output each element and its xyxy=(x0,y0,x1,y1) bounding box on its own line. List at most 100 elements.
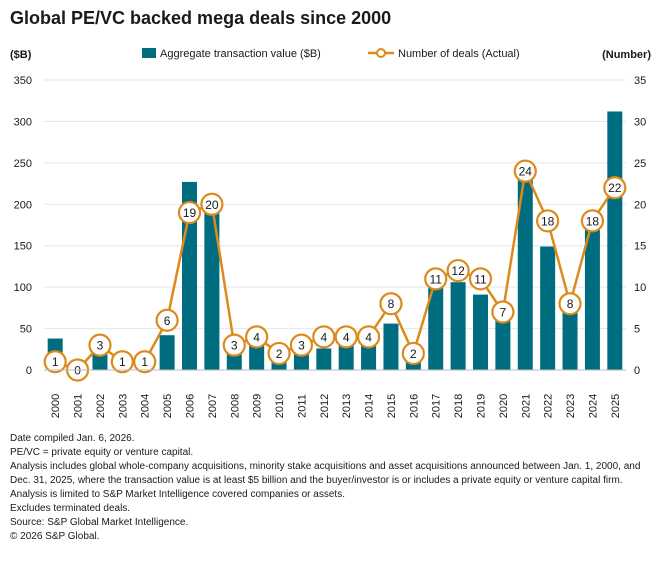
legend-bar-label: Aggregate transaction value ($B) xyxy=(160,48,321,60)
right-tick-label: 30 xyxy=(634,116,646,128)
x-tick-label: 2024 xyxy=(587,394,599,418)
deal-count-marker xyxy=(491,300,515,324)
bars xyxy=(47,111,623,370)
x-tick-label: 2025 xyxy=(610,394,622,418)
bar-2012 xyxy=(316,348,332,370)
chart: 10311619203423444821112117241881822 0501… xyxy=(10,48,651,418)
deal-count-label: 19 xyxy=(183,206,197,220)
note-copyright: © 2026 S&P Global. xyxy=(10,531,100,542)
bar-2021 xyxy=(517,168,533,370)
bar-2018 xyxy=(450,282,466,370)
note-analysis: Analysis includes global whole-company a… xyxy=(10,461,641,486)
left-tick-label: 300 xyxy=(14,116,32,128)
bar-2025 xyxy=(607,111,623,370)
deal-count-label: 3 xyxy=(298,339,305,353)
note-date: Date compiled Jan. 6, 2026. xyxy=(10,433,135,444)
deal-count-label: 20 xyxy=(205,198,219,212)
deal-count-marker xyxy=(513,159,537,183)
bar-2013 xyxy=(338,341,354,370)
x-tick-label: 2008 xyxy=(229,394,241,418)
deal-count-label: 12 xyxy=(451,264,465,278)
x-tick-label: 2014 xyxy=(364,394,376,418)
deal-count-marker xyxy=(245,325,269,349)
deal-count-label: 1 xyxy=(52,355,59,369)
left-tick-label: 350 xyxy=(14,75,32,87)
right-tick-label: 25 xyxy=(634,158,646,170)
note-pevc: PE/VC = private equity or venture capita… xyxy=(10,447,194,458)
bar-2020 xyxy=(495,317,511,370)
chart-notes: Date compiled Jan. 6, 2026. PE/VC = priv… xyxy=(10,432,650,544)
deal-count-label: 4 xyxy=(320,330,327,344)
deal-count-marker xyxy=(536,209,560,233)
deal-count-marker xyxy=(401,341,425,366)
deal-count-marker xyxy=(446,258,470,283)
x-tick-label: 2010 xyxy=(274,394,286,418)
deal-count-line: 10311619203423444821112117241881822 xyxy=(43,159,627,382)
note-source: Source: S&P Global Market Intelligence. xyxy=(10,517,189,528)
x-tick-label: 2004 xyxy=(140,394,152,418)
legend: Aggregate transaction value ($B) Number … xyxy=(142,48,520,60)
deal-count-marker xyxy=(356,325,381,349)
deal-count-label: 18 xyxy=(586,214,600,228)
deal-count-marker xyxy=(200,192,224,216)
x-tick-label: 2009 xyxy=(252,394,264,418)
deal-count-label: 3 xyxy=(231,339,238,353)
right-axis-label: (Number) xyxy=(602,49,651,61)
x-tick-label: 2000 xyxy=(50,394,62,418)
x-tick-label: 2020 xyxy=(498,394,510,418)
deal-count-label: 24 xyxy=(519,165,533,179)
bar-2017 xyxy=(428,281,444,370)
deal-count-marker xyxy=(88,333,112,357)
x-tick-label: 2006 xyxy=(185,394,197,418)
x-tick-label: 2002 xyxy=(95,394,107,418)
deal-count-marker xyxy=(110,350,134,374)
x-tick-label: 2005 xyxy=(162,394,174,418)
right-tick-label: 35 xyxy=(634,75,646,87)
legend-line-label: Number of deals (Actual) xyxy=(398,48,520,60)
legend-line-marker xyxy=(376,48,386,58)
right-tick-label: 15 xyxy=(634,241,646,253)
bar-2009 xyxy=(249,341,265,370)
deal-count-label: 11 xyxy=(429,272,442,286)
left-tick-label: 250 xyxy=(14,158,32,170)
gridlines xyxy=(44,79,626,330)
bar-2015 xyxy=(383,323,399,370)
deal-count-label: 2 xyxy=(410,347,417,361)
deal-count-marker xyxy=(133,350,157,374)
deal-count-marker xyxy=(558,292,582,316)
deal-count-marker xyxy=(334,325,358,349)
left-tick-label: 100 xyxy=(14,282,32,294)
deal-count-marker xyxy=(379,292,403,316)
left-axis-label: ($B) xyxy=(10,49,32,61)
x-tick-label: 2001 xyxy=(73,394,85,418)
x-tick-label: 2017 xyxy=(431,394,443,418)
deal-count-label: 3 xyxy=(97,339,104,353)
left-tick-label: 150 xyxy=(14,241,32,253)
bar-2019 xyxy=(473,294,488,370)
x-tick-label: 2022 xyxy=(543,394,555,418)
right-tick-label: 5 xyxy=(634,324,640,336)
deal-count-marker xyxy=(580,209,605,233)
x-tick-label: 2016 xyxy=(408,394,420,418)
deal-count-label: 1 xyxy=(141,355,148,369)
bar-2022 xyxy=(540,246,556,370)
deal-count-label: 4 xyxy=(343,330,350,344)
deal-count-marker xyxy=(424,267,448,291)
bar-2023 xyxy=(562,309,578,370)
deal-count-label: 8 xyxy=(567,297,574,311)
deal-count-label: 22 xyxy=(608,181,622,195)
bar-2024 xyxy=(584,217,600,370)
x-tick-label: 2018 xyxy=(453,394,465,418)
deal-count-marker xyxy=(312,325,336,349)
x-tick-label: 2007 xyxy=(207,394,219,418)
deal-count-marker xyxy=(468,267,493,291)
left-tick-label: 200 xyxy=(14,199,32,211)
x-tick-label: 2012 xyxy=(319,394,331,418)
bar-2011 xyxy=(293,351,309,370)
deal-count-label: 6 xyxy=(164,314,171,328)
chart-title: Global PE/VC backed mega deals since 200… xyxy=(10,8,392,28)
deal-count-marker xyxy=(177,200,202,225)
deal-count-marker xyxy=(603,176,627,200)
legend-bar-swatch xyxy=(142,48,156,58)
